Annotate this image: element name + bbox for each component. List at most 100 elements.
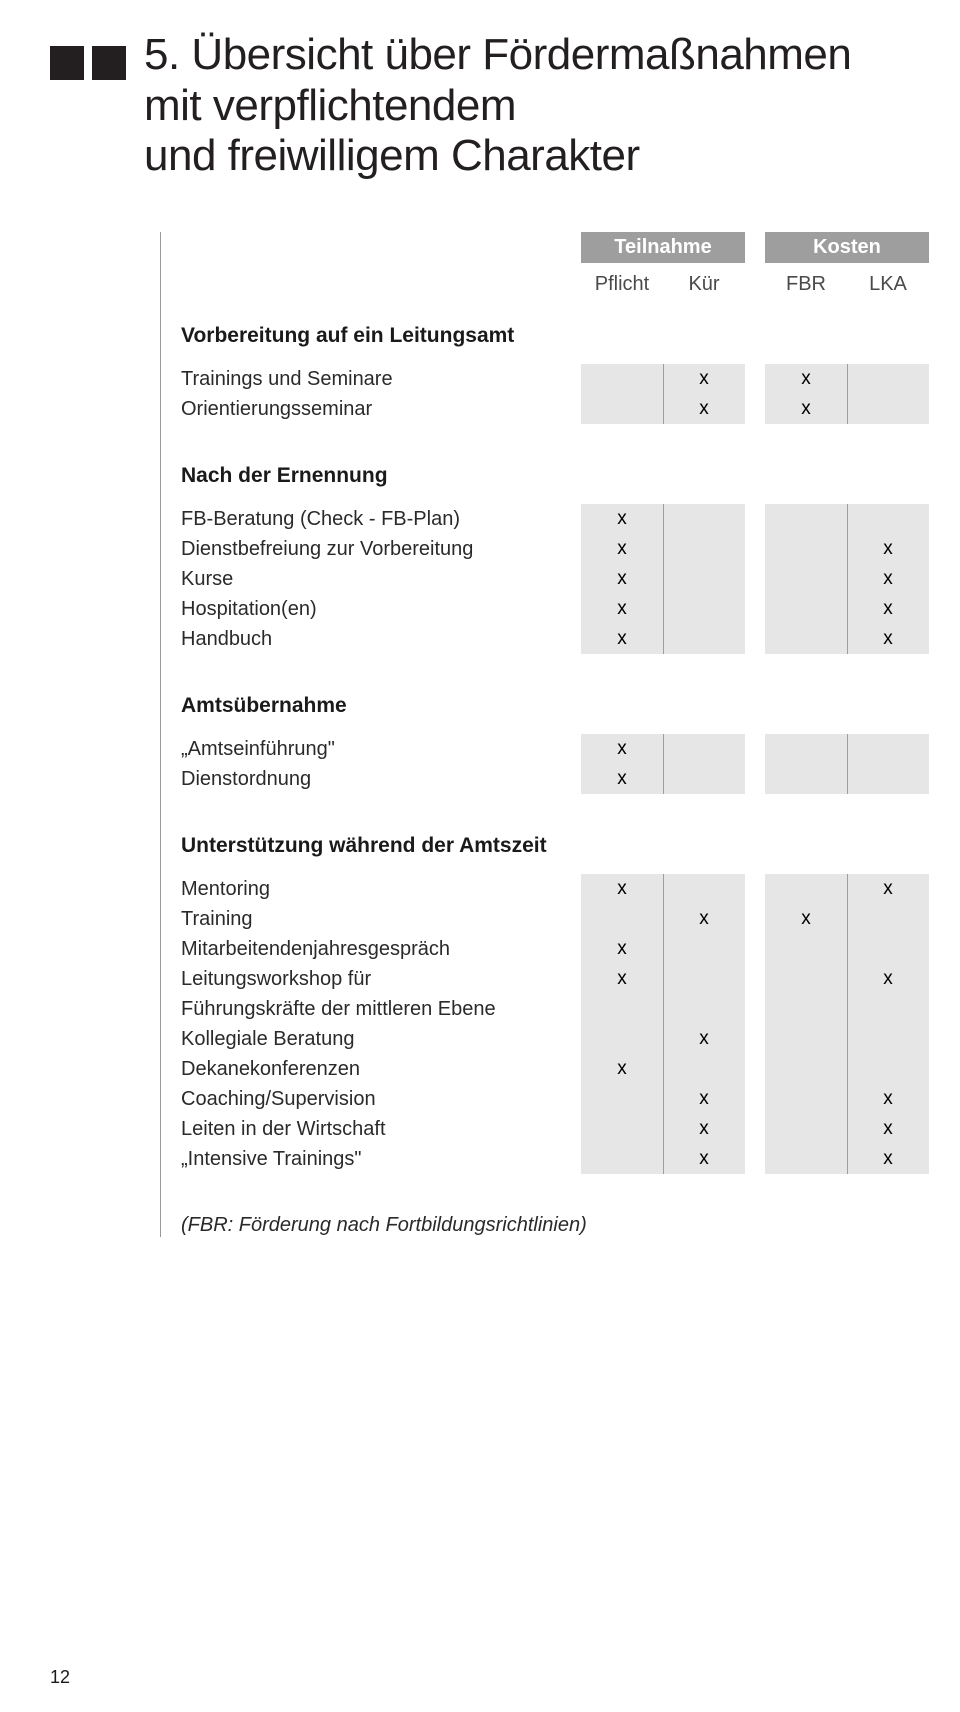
cell-group-teilnahme: x: [581, 564, 745, 594]
cell-group-kosten: x: [765, 904, 929, 934]
cell-pflicht: x: [581, 764, 663, 794]
cell-kuer: [663, 624, 745, 654]
row-label: Dienstordnung: [181, 764, 581, 794]
cell-kuer: [663, 534, 745, 564]
cell-group-teilnahme: [581, 994, 745, 1024]
title-line-1: 5. Übersicht über Fördermaßnahmen: [144, 30, 930, 81]
row-label: Orientierungsseminar: [181, 394, 581, 424]
cell-lka: x: [847, 624, 929, 654]
row-label: „Amtseinführung": [181, 734, 581, 764]
cell-lka: x: [847, 564, 929, 594]
cell-group-kosten: x: [765, 1084, 929, 1114]
cell-pflicht: [581, 1114, 663, 1144]
table-row: „Intensive Trainings" x x: [181, 1144, 930, 1174]
table-row: Handbuchxx: [181, 624, 930, 654]
cell-group-teilnahme: x: [581, 504, 745, 534]
cell-fbr: [765, 994, 847, 1024]
page-header: 5. Übersicht über Fördermaßnahmen mit ve…: [50, 30, 930, 182]
decor-squares: [50, 46, 126, 80]
section-title: Unterstützung während der Amtszeit: [181, 834, 930, 858]
cell-group-kosten: [765, 734, 929, 764]
cell-group-teilnahme: x: [581, 534, 745, 564]
cell-group-teilnahme: x: [581, 734, 745, 764]
page-title: 5. Übersicht über Fördermaßnahmen mit ve…: [144, 30, 930, 182]
cell-kuer: [663, 964, 745, 994]
cell-fbr: [765, 1084, 847, 1114]
row-label: Handbuch: [181, 624, 581, 654]
table-row: Mentoringxx: [181, 874, 930, 904]
cell-group-kosten: x: [765, 394, 929, 424]
cell-group-teilnahme: x: [581, 874, 745, 904]
header-fbr: FBR: [765, 267, 847, 296]
cell-pflicht: [581, 994, 663, 1024]
cell-lka: x: [847, 1144, 929, 1174]
table-row: Dekanekonferenzenx: [181, 1054, 930, 1084]
cell-group-kosten: x: [765, 364, 929, 394]
cell-group-kosten: [765, 504, 929, 534]
cell-group-teilnahme: x: [581, 964, 745, 994]
cell-pflicht: x: [581, 934, 663, 964]
cell-lka: [847, 364, 929, 394]
cell-kuer: x: [663, 394, 745, 424]
decor-square-icon: [92, 46, 126, 80]
cell-fbr: [765, 564, 847, 594]
row-label: Dekanekonferenzen: [181, 1054, 581, 1084]
table-row: Kollegiale Beratungx: [181, 1024, 930, 1054]
table-row: „Amtseinführung"x: [181, 734, 930, 764]
cell-fbr: [765, 934, 847, 964]
cell-group-kosten: [765, 994, 929, 1024]
cell-pflicht: [581, 364, 663, 394]
cell-kuer: x: [663, 1144, 745, 1174]
cell-group-teilnahme: x: [581, 934, 745, 964]
cell-fbr: [765, 534, 847, 564]
table-row: Kursexx: [181, 564, 930, 594]
cell-lka: [847, 1024, 929, 1054]
row-label: Leitungsworkshop für: [181, 964, 581, 994]
decor-square-icon: [50, 46, 84, 80]
cell-fbr: [765, 734, 847, 764]
section: Nach der ErnennungFB-Beratung (Check - F…: [181, 464, 930, 654]
cell-group-kosten: x: [765, 624, 929, 654]
cell-lka: x: [847, 964, 929, 994]
cell-group-kosten: x: [765, 964, 929, 994]
cell-fbr: [765, 504, 847, 534]
cell-pflicht: x: [581, 734, 663, 764]
cell-pflicht: [581, 1084, 663, 1114]
cell-group-teilnahme: x: [581, 1084, 745, 1114]
cell-pflicht: x: [581, 874, 663, 904]
table-row: Hospitation(en)xx: [181, 594, 930, 624]
cell-pflicht: [581, 904, 663, 934]
cell-pflicht: x: [581, 624, 663, 654]
cell-kuer: x: [663, 364, 745, 394]
header-kuer: Kür: [663, 267, 745, 296]
row-label: Dienstbefreiung zur Vorbereitung: [181, 534, 581, 564]
row-label: Mentoring: [181, 874, 581, 904]
cell-group-kosten: [765, 764, 929, 794]
table-row: Dienstbefreiung zur Vorbereitungxx: [181, 534, 930, 564]
cell-pflicht: [581, 1144, 663, 1174]
cell-kuer: [663, 504, 745, 534]
row-label: Coaching/Supervision: [181, 1084, 581, 1114]
cell-pflicht: x: [581, 564, 663, 594]
cell-lka: [847, 904, 929, 934]
row-label: Führungskräfte der mittleren Ebene: [181, 994, 581, 1024]
cell-group-teilnahme: x: [581, 594, 745, 624]
cell-group-kosten: x: [765, 564, 929, 594]
header-teilnahme: Teilnahme: [581, 232, 745, 263]
table-row: Trainingxx: [181, 904, 930, 934]
cell-group-teilnahme: x: [581, 1114, 745, 1144]
row-label: Kollegiale Beratung: [181, 1024, 581, 1054]
cell-fbr: x: [765, 904, 847, 934]
cell-kuer: x: [663, 904, 745, 934]
cell-lka: [847, 994, 929, 1024]
cell-lka: [847, 394, 929, 424]
page-number: 12: [50, 1667, 70, 1688]
cell-pflicht: x: [581, 1054, 663, 1084]
row-label: FB-Beratung (Check - FB-Plan): [181, 504, 581, 534]
table-row: Coaching/Supervision xx: [181, 1084, 930, 1114]
cell-pflicht: x: [581, 964, 663, 994]
cell-kuer: x: [663, 1084, 745, 1114]
cell-fbr: [765, 594, 847, 624]
row-label: „Intensive Trainings": [181, 1144, 581, 1174]
cell-fbr: [765, 1144, 847, 1174]
